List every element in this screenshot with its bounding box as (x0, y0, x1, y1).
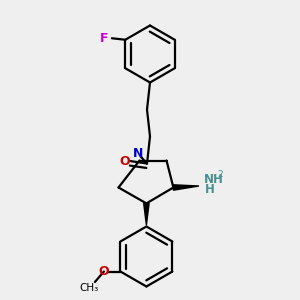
Polygon shape (173, 185, 199, 190)
Text: 2: 2 (217, 170, 223, 179)
Text: F: F (100, 32, 109, 45)
Text: N: N (133, 147, 143, 161)
Text: CH₃: CH₃ (79, 283, 98, 293)
Text: O: O (99, 265, 109, 278)
Text: O: O (119, 154, 130, 168)
Polygon shape (144, 203, 149, 225)
Text: NH: NH (203, 173, 223, 186)
Text: H: H (205, 183, 215, 196)
